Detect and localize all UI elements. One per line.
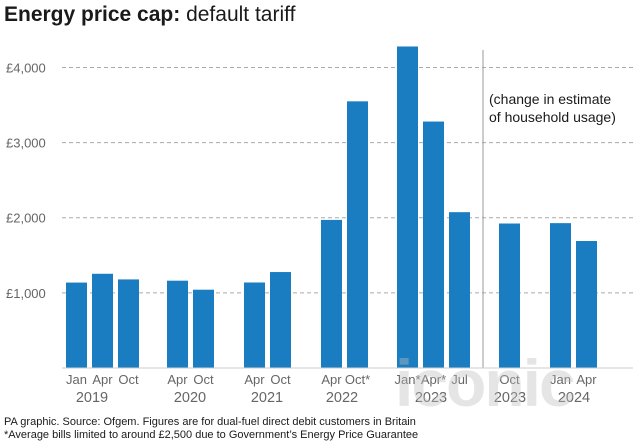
footnotes: PA graphic. Source: Ofgem. Figures are f… <box>4 416 418 442</box>
footnote-source: PA graphic. Source: Ofgem. Figures are f… <box>4 416 416 428</box>
bar-2019-Oct <box>118 279 139 368</box>
year-label-2022: 2022 <box>326 390 358 406</box>
year-label-2020: 2020 <box>174 390 206 406</box>
bar-2023-Jul <box>449 212 470 368</box>
x-tick-label: Oct <box>193 372 214 387</box>
x-tick-label: Apr <box>576 372 597 387</box>
bar-2023-Oct <box>499 223 520 368</box>
bar-2024-Apr <box>576 241 597 368</box>
year-label-2023: 2023 <box>415 390 447 406</box>
y-tick-label: £1,000 <box>6 286 46 301</box>
bar-2023-Jan <box>397 46 418 368</box>
y-tick-label: £2,000 <box>6 211 46 226</box>
year-label-2021: 2021 <box>251 390 283 406</box>
x-tick-label: Jan <box>66 372 87 387</box>
chart-title: Energy price cap: default tariff <box>4 2 295 28</box>
x-tick-label: Oct <box>118 372 139 387</box>
bar-2021-Oct <box>270 272 291 368</box>
bar-2024-Jan <box>550 223 571 368</box>
footnote-asterisk: *Average bills limited to around £2,500 … <box>4 429 419 441</box>
x-tick-label: Jan* <box>394 372 420 387</box>
year-label-2024: 2024 <box>558 390 590 406</box>
bar-2021-Apr <box>244 282 265 368</box>
x-tick-label: Jan <box>550 372 571 387</box>
year-label-2019: 2019 <box>76 390 108 406</box>
annotation-line: of household usage) <box>489 109 616 125</box>
bar-2019-Jan <box>66 282 87 368</box>
x-tick-label: Oct <box>499 372 520 387</box>
y-tick-label: £3,000 <box>6 136 46 151</box>
year-label-2023-second: 2023 <box>494 390 526 406</box>
x-tick-label: Jul <box>451 372 468 387</box>
bar-2023-Apr <box>423 121 444 368</box>
x-tick-label: Oct <box>270 372 291 387</box>
bar-2022-Oct <box>347 101 368 369</box>
y-tick-label: £4,000 <box>6 60 46 75</box>
x-tick-label: Apr <box>167 372 188 387</box>
chart-title-light: default tariff <box>186 3 296 26</box>
x-tick-label: Apr <box>321 372 342 387</box>
bar-2020-Apr <box>167 280 188 368</box>
bar-2022-Apr <box>321 219 342 368</box>
chart-title-bold: Energy price cap: <box>4 3 181 26</box>
x-tick-label: Apr <box>92 372 113 387</box>
x-tick-label: Oct* <box>345 372 370 387</box>
x-tick-label: Apr* <box>421 372 446 387</box>
x-tick-label: Apr <box>244 372 265 387</box>
bar-2019-Apr <box>92 273 113 368</box>
annotation-line: (change in estimate <box>489 91 611 107</box>
bar-2020-Oct <box>193 289 214 368</box>
